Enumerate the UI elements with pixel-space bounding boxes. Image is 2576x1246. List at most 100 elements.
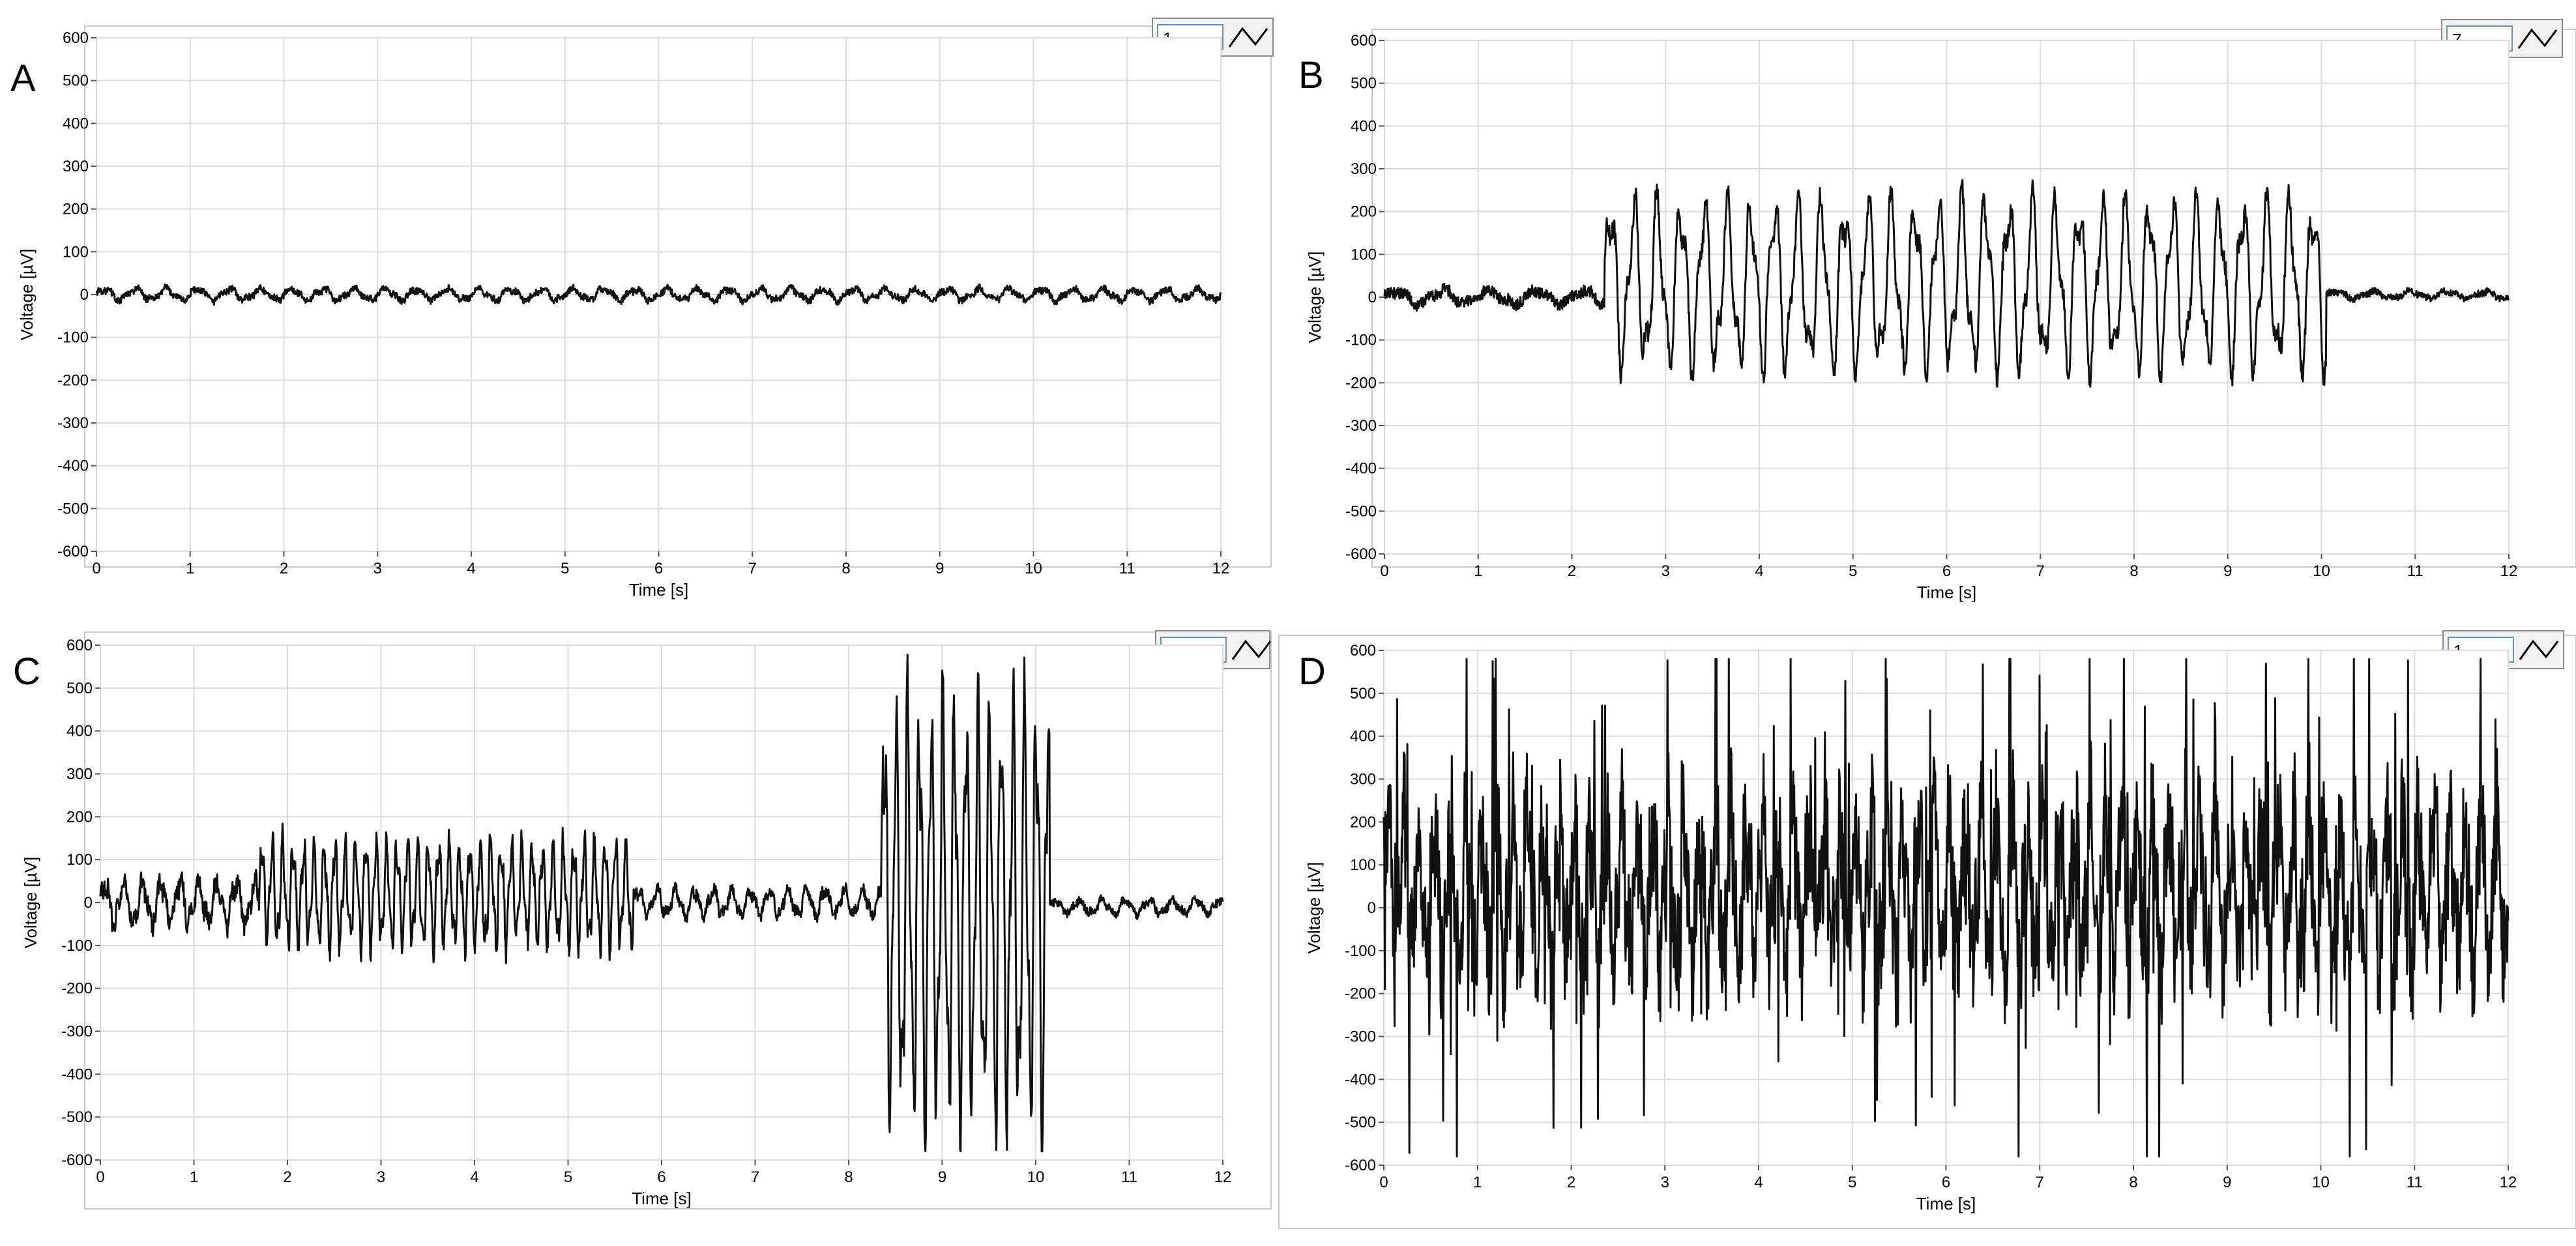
y-tick-label: -600 xyxy=(1345,545,1377,563)
x-tick-label: 8 xyxy=(842,560,850,577)
chart-panel-c: 1C0123456789101112-600-500-400-300-200-1… xyxy=(13,630,1272,1210)
x-tick-label: 5 xyxy=(1848,1174,1856,1191)
x-tick-label: 9 xyxy=(935,560,944,577)
x-tick-label: 1 xyxy=(186,560,194,577)
y-tick-label: 200 xyxy=(1351,203,1377,221)
y-tick-label: -300 xyxy=(61,1023,93,1041)
y-tick-label: 200 xyxy=(1350,813,1376,831)
x-tick-label: 4 xyxy=(470,1168,478,1186)
chart-panel-b: 7B0123456789101112-600-500-400-300-200-1… xyxy=(1298,19,2576,602)
y-tick-label: -400 xyxy=(1345,1071,1376,1088)
y-tick-label: -500 xyxy=(1345,502,1377,520)
y-tick-label: 400 xyxy=(66,723,93,740)
y-tick-label: -400 xyxy=(1345,460,1377,478)
x-tick-label: 12 xyxy=(1214,1168,1232,1186)
x-tick-label: 2 xyxy=(1568,562,1576,580)
y-tick-label: -600 xyxy=(61,1152,93,1169)
y-tick-label: 200 xyxy=(66,808,93,826)
waveform-icon xyxy=(2517,28,2558,49)
y-tick-label: -200 xyxy=(61,980,93,998)
y-axis-title: Voltage [µV] xyxy=(17,249,37,341)
x-tick-label: 3 xyxy=(377,1168,385,1186)
y-tick-label: 100 xyxy=(1350,856,1376,874)
panel-frame xyxy=(1278,635,2576,1229)
y-tick-label: 100 xyxy=(1351,246,1377,263)
x-tick-label: 7 xyxy=(748,560,757,577)
voltage-trace xyxy=(95,283,1222,306)
x-tick-label: 10 xyxy=(2312,1174,2330,1191)
x-tick-label: 6 xyxy=(1942,562,1951,580)
x-tick-label: 6 xyxy=(1942,1174,1950,1191)
x-tick-label: 4 xyxy=(1754,1174,1763,1191)
x-tick-label: 4 xyxy=(467,560,475,577)
x-axis-title: Time [s] xyxy=(1917,583,1976,602)
waveform-icon xyxy=(1231,639,1272,660)
y-tick-label: -600 xyxy=(57,543,89,560)
x-axis-title: Time [s] xyxy=(632,1189,691,1208)
y-tick-label: -300 xyxy=(57,414,89,432)
y-axis-title: Voltage [µV] xyxy=(21,857,40,949)
y-tick-label: 500 xyxy=(1351,75,1377,93)
x-tick-label: 6 xyxy=(657,1168,666,1186)
voltage-trace xyxy=(1383,658,2510,1158)
panel-frame xyxy=(84,631,1272,1210)
y-tick-label: -200 xyxy=(57,371,89,389)
y-tick-label: -500 xyxy=(1345,1114,1376,1131)
y-tick-label: 500 xyxy=(1350,685,1376,703)
x-tick-label: 10 xyxy=(2313,562,2330,580)
x-tick-label: 7 xyxy=(751,1168,759,1186)
x-tick-label: 8 xyxy=(2130,562,2138,580)
x-tick-label: 1 xyxy=(190,1168,198,1186)
x-axis-title: Time [s] xyxy=(1916,1194,1976,1213)
y-tick-label: 400 xyxy=(1351,117,1377,135)
y-tick-label: 300 xyxy=(63,158,89,175)
x-tick-label: 9 xyxy=(2223,1174,2231,1191)
x-tick-label: 11 xyxy=(1119,560,1135,577)
y-tick-label: -200 xyxy=(1345,374,1377,392)
y-tick-label: -500 xyxy=(57,500,89,517)
x-tick-label: 10 xyxy=(1027,1168,1045,1186)
x-tick-label: 12 xyxy=(2500,1174,2517,1191)
x-tick-label: 2 xyxy=(280,560,288,577)
y-tick-label: 0 xyxy=(84,894,93,912)
x-tick-label: 1 xyxy=(1474,562,1482,580)
y-tick-label: 600 xyxy=(63,29,89,47)
y-tick-label: 200 xyxy=(63,201,89,218)
x-tick-label: 11 xyxy=(2407,1174,2423,1191)
y-tick-label: 100 xyxy=(66,851,93,869)
y-tick-label: 300 xyxy=(1351,160,1377,178)
voltage-trace xyxy=(99,654,1224,1153)
x-tick-label: 0 xyxy=(1380,562,1388,580)
x-tick-label: 9 xyxy=(938,1168,946,1186)
y-tick-label: 0 xyxy=(1368,289,1377,306)
panel-frame xyxy=(84,25,1272,568)
y-tick-label: 600 xyxy=(1351,32,1377,50)
x-tick-label: 12 xyxy=(1212,560,1230,577)
y-tick-label: -100 xyxy=(1345,332,1377,349)
x-tick-label: 6 xyxy=(654,560,663,577)
x-tick-label: 12 xyxy=(2500,562,2518,580)
x-tick-label: 11 xyxy=(2407,562,2423,580)
panel-label: C xyxy=(13,650,40,693)
panel-label: A xyxy=(10,57,36,100)
x-tick-label: 8 xyxy=(2129,1174,2137,1191)
x-tick-label: 2 xyxy=(1567,1174,1575,1191)
x-tick-label: 7 xyxy=(2036,1174,2044,1191)
chart-panel-d: 1D0123456789101112-600-500-400-300-200-1… xyxy=(1278,630,2576,1229)
y-axis-title: Voltage [µV] xyxy=(1304,862,1324,954)
y-tick-label: -500 xyxy=(61,1108,93,1126)
y-tick-label: 500 xyxy=(63,72,89,90)
y-tick-label: -100 xyxy=(57,329,89,347)
y-tick-label: -100 xyxy=(1345,942,1376,960)
y-tick-label: -200 xyxy=(1345,985,1376,1003)
x-axis-title: Time [s] xyxy=(629,580,688,600)
waveform-icon xyxy=(2519,639,2559,660)
y-tick-label: 0 xyxy=(1368,899,1376,917)
x-tick-label: 10 xyxy=(1025,560,1042,577)
x-tick-label: 0 xyxy=(96,1168,104,1186)
y-tick-label: 400 xyxy=(63,115,89,132)
voltage-trace xyxy=(1383,179,2510,388)
panel-label: D xyxy=(1298,650,1326,693)
y-tick-label: -100 xyxy=(61,937,93,955)
